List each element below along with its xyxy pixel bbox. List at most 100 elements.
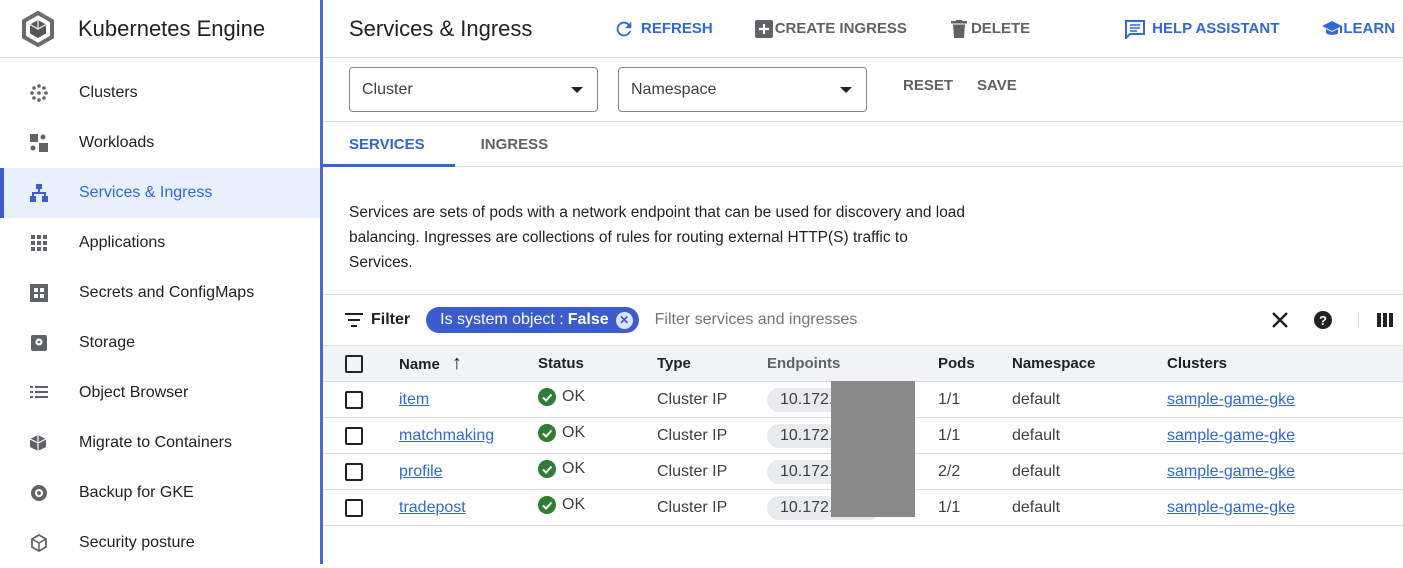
filter-bar: Filter Is system object :False✕ ? [323,295,1403,345]
column-clusters[interactable]: Clusters [1167,345,1403,382]
sidebar-item-security-posture[interactable]: Security posture [0,518,320,568]
dropdown-caret-icon [840,86,852,93]
service-name-link[interactable]: profile [399,462,443,480]
sidebar-item-label: Backup for GKE [79,484,194,501]
status: OK [538,460,585,478]
row-checkbox[interactable] [345,390,363,409]
description-text: Services are sets of pods with a network… [349,204,966,271]
sidebar-item-storage[interactable]: Storage [0,318,320,368]
help-assistant-button[interactable]: HELP ASSISTANT [1124,19,1279,39]
dropdown-caret-icon [571,86,583,93]
sidebar-item-label: Applications [79,234,166,251]
add-box-icon [754,19,773,38]
type-cell: Cluster IP [657,489,767,526]
sidebar-item-label: Services & Ingress [79,184,213,201]
storage-icon [28,332,50,354]
column-pods[interactable]: Pods [938,345,1012,382]
table-row[interactable]: matchmaking OK Cluster IP 10.172. 1/1 default… [323,417,1403,454]
description-section: Services are sets of pods with a network… [323,122,1403,295]
sidebar-item-object-browser[interactable]: Object Browser [0,368,320,418]
sidebar-item-clusters[interactable]: Clusters [0,68,320,118]
column-endpoints: Endpoints [767,345,938,382]
namespace-cell: default [1012,381,1167,418]
sidebar-item-label: Security posture [79,534,195,551]
kubernetes-engine-logo-icon [22,10,54,47]
sidebar-item-workloads[interactable]: Workloads [0,118,320,168]
object-browser-icon [28,382,50,404]
table-header-row: Name ↑ Status Type Endpoints Pods Namespa… [323,345,1403,382]
cluster-link[interactable]: sample-game-gke [1167,390,1296,408]
trash-icon [950,19,967,38]
row-checkbox[interactable] [345,462,363,481]
namespace-cell: default [1012,453,1167,490]
row-checkbox[interactable] [345,426,363,445]
type-cell: Cluster IP [657,417,767,454]
filter-icon[interactable] [345,313,363,327]
tab-ingress[interactable]: INGRESS [480,136,549,153]
service-name-link[interactable]: item [399,390,430,408]
svg-text:?: ? [1319,313,1327,328]
applications-icon [28,232,50,254]
pods-cell: 2/2 [938,453,1012,490]
column-type[interactable]: Type [657,345,767,382]
refresh-icon [616,21,632,36]
filter-label: Filter [371,311,411,328]
namespace-cell: default [1012,489,1167,526]
check-circle-icon [538,460,556,478]
school-icon [1322,20,1343,35]
workloads-icon [28,132,50,154]
reset-button[interactable]: RESET [903,77,954,94]
clusters-icon [28,82,50,104]
sidebar-item-label: Object Browser [79,384,189,401]
namespace-cell: default [1012,417,1167,454]
sidebar-item-migrate-to-containers[interactable]: Migrate to Containers [0,418,320,468]
create-ingress-button[interactable]: CREATE INGRESS [754,19,907,38]
type-cell: Cluster IP [657,453,767,490]
select-all-checkbox[interactable] [345,354,363,373]
backup-icon [28,482,50,504]
check-circle-icon [538,388,556,406]
tab-services[interactable]: SERVICES [323,122,455,167]
table-row[interactable]: profile OK Cluster IP 10.172. 2/2 default samp… [323,453,1403,490]
column-name[interactable]: Name ↑ [399,345,538,382]
namespace-select[interactable]: Namespace [618,67,867,112]
sidebar-item-label: Clusters [79,84,138,101]
sidebar-item-label: Storage [79,334,136,351]
service-name-link[interactable]: matchmaking [399,426,495,444]
learn-button[interactable]: LEARN [1321,20,1395,38]
refresh-button[interactable]: REFRESH [613,18,713,40]
filter-input[interactable] [654,311,1215,329]
status: OK [538,388,585,406]
services-icon [28,182,50,204]
filter-selectors: Cluster Namespace RESET SAVE [323,58,1403,122]
sidebar-item-label: Secrets and ConfigMaps [79,284,255,301]
brand: Kubernetes Engine [0,0,320,58]
redaction-box [831,381,915,517]
tabs: SERVICES INGRESS [323,122,1403,167]
sidebar-item-backup-for-gke[interactable]: Backup for GKE [0,468,320,518]
column-display-icon[interactable] [1358,312,1393,328]
cluster-link[interactable]: sample-game-gke [1167,462,1296,480]
cluster-link[interactable]: sample-game-gke [1167,426,1296,444]
filter-chip[interactable]: Is system object : False ✕ [426,307,639,333]
sidebar: Kubernetes Engine Clusters Workloads Servi… [0,0,320,564]
column-status[interactable]: Status [538,345,657,382]
service-name-link[interactable]: tradepost [399,498,466,516]
column-namespace[interactable]: Namespace [1012,345,1167,382]
clear-filter-icon[interactable] [1272,312,1288,328]
secrets-icon [28,282,50,304]
cluster-select[interactable]: Cluster [349,67,598,112]
delete-button[interactable]: DELETE [950,19,1030,38]
save-button[interactable]: SAVE [977,77,1017,94]
cluster-link[interactable]: sample-game-gke [1167,498,1296,516]
sort-ascending-icon[interactable]: ↑ [451,352,462,374]
sidebar-item-applications[interactable]: Applications [0,218,320,268]
sidebar-item-services-ingress[interactable]: Services & Ingress [0,168,320,218]
chat-icon [1125,19,1146,39]
pods-cell: 1/1 [938,489,1012,526]
help-icon[interactable]: ? [1314,311,1332,329]
remove-chip-icon[interactable]: ✕ [615,311,633,329]
sidebar-item-secrets-and-configmaps[interactable]: Secrets and ConfigMaps [0,268,320,318]
row-checkbox[interactable] [345,498,363,517]
check-circle-icon [538,496,556,514]
